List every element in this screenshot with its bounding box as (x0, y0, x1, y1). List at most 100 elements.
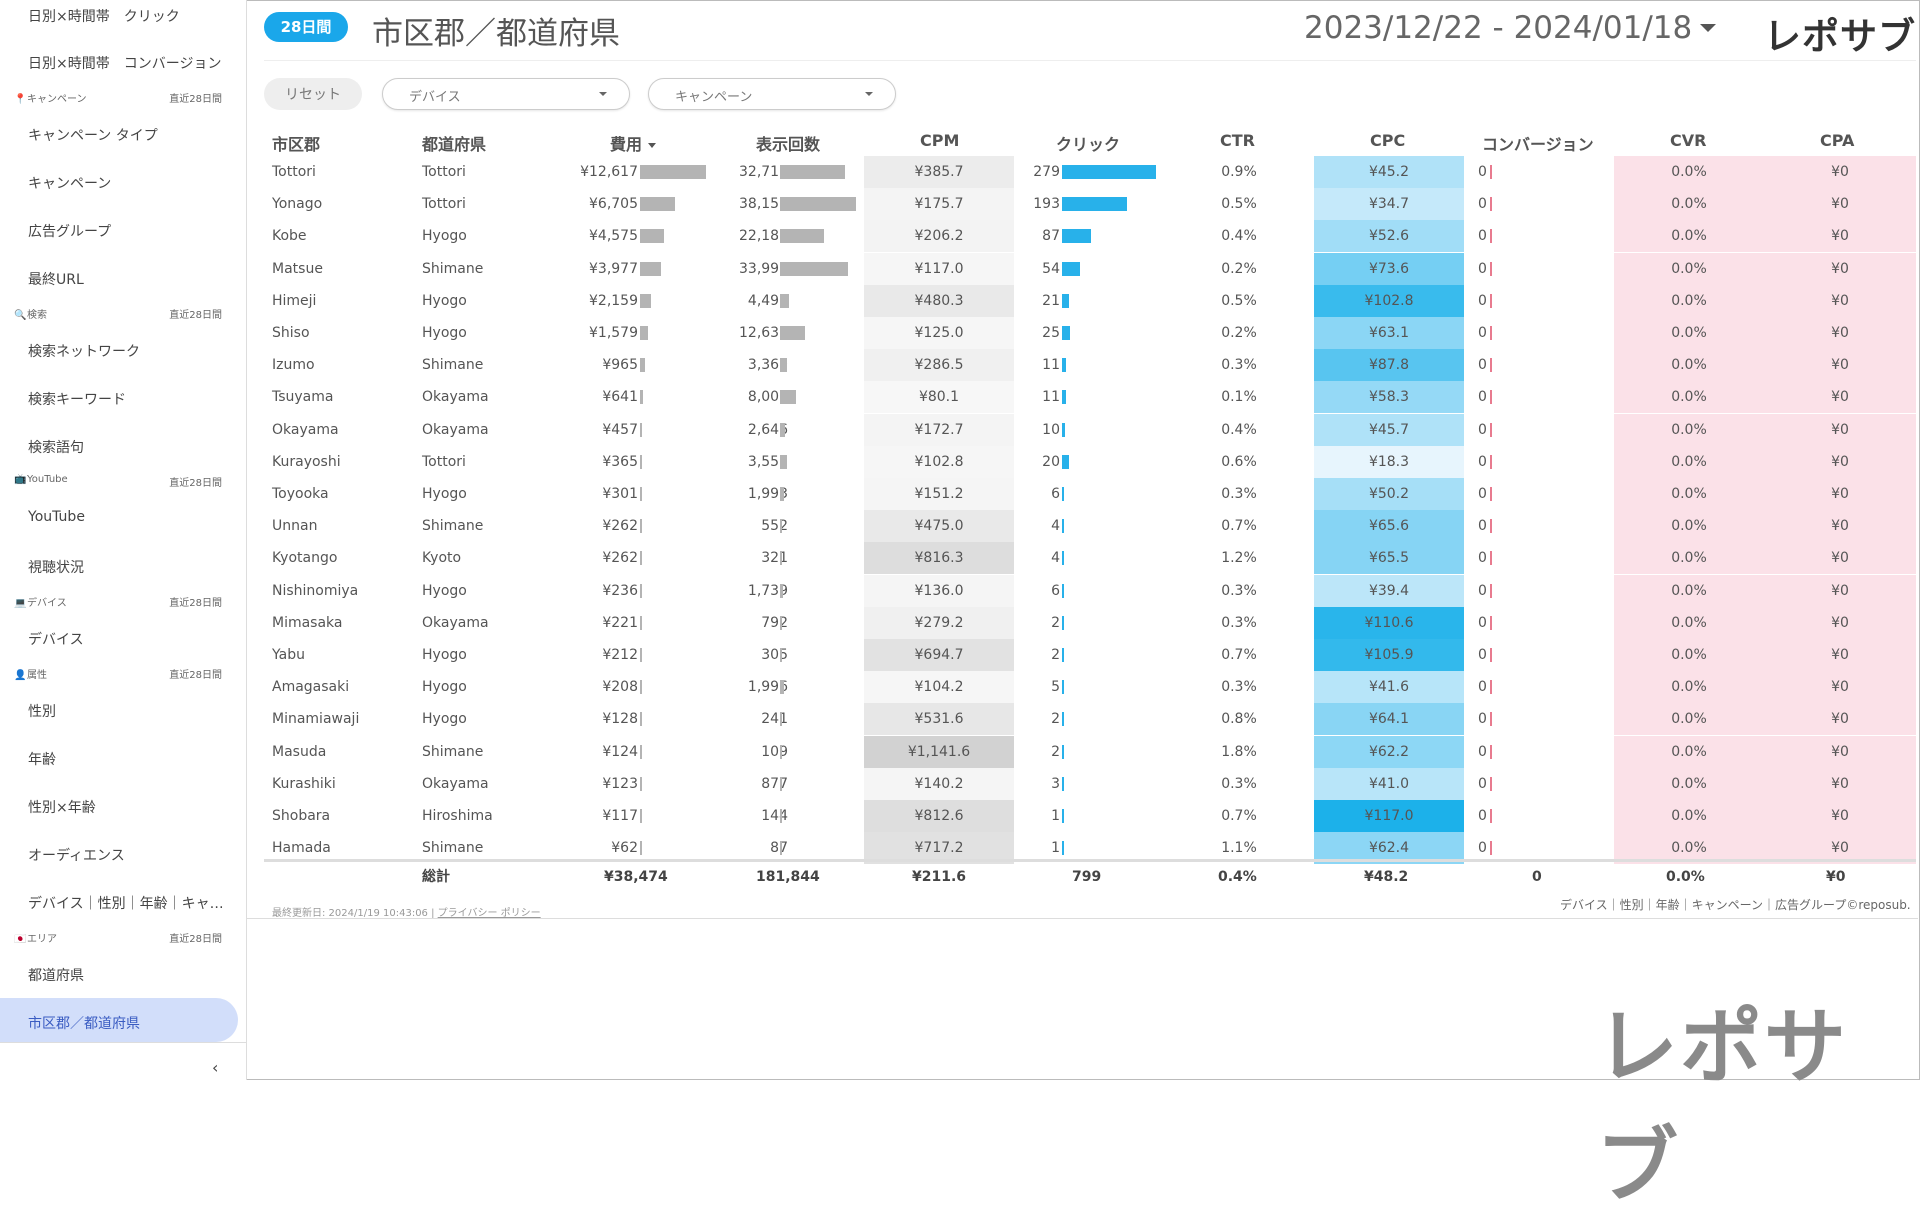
conversions-bar (1490, 422, 1492, 437)
cpm-heat-cell (864, 252, 1014, 285)
sidebar-item[interactable]: 最終URL (28, 272, 84, 288)
cpm-cell: ¥175.7 (914, 196, 964, 213)
clicks-bar (1062, 454, 1069, 469)
sidebar-item[interactable]: 年齢 (28, 752, 56, 768)
table-row[interactable]: Kurashiki Okayama ¥123 877 ¥140.2 3 0.3% ¥41.0 0… (264, 767, 1916, 800)
table-row[interactable]: Unnan Shimane ¥262 552 ¥475.0 4 0.7% ¥65.6 0 0.0%… (264, 510, 1916, 543)
cpc-heat-cell (1314, 735, 1464, 768)
sidebar-item[interactable]: YouTube (28, 509, 85, 525)
prefecture-cell: Okayama (422, 421, 489, 438)
sidebar-item[interactable]: 広告グループ (28, 224, 112, 240)
cost-cell: ¥2,159 (589, 292, 638, 309)
table-row[interactable]: Kyotango Kyoto ¥262 321 ¥816.3 4 1.2% ¥65.5 0 0.0… (264, 542, 1916, 575)
reset-button[interactable]: リセット (264, 78, 362, 110)
cvr-cell: 0.0% (1671, 357, 1707, 374)
col-header-impressions[interactable]: 表示回数 (756, 135, 821, 154)
col-header-clicks[interactable]: クリック (1056, 135, 1121, 154)
cpa-cell: ¥0 (1831, 808, 1849, 824)
conversions-bar (1490, 551, 1492, 566)
device-filter[interactable]: デバイス (382, 78, 630, 110)
sidebar-item[interactable]: デバイス｜性別｜年齢｜キャンペーン (28, 896, 224, 912)
table-row[interactable]: Nishinomiya Hyogo ¥236 1,739 ¥136.0 6 0.3% ¥39.… (264, 574, 1916, 607)
cvr-cell: 0.0% (1671, 196, 1707, 213)
sidebar-item[interactable]: デバイス (28, 632, 84, 648)
sidebar-item[interactable]: 性別 (28, 704, 56, 720)
cpm-heat-cell (864, 349, 1014, 382)
cpc-cell: ¥102.8 (1364, 292, 1414, 309)
search-icon: 🔍 (14, 310, 27, 321)
col-header-cpc[interactable]: CPC (1370, 131, 1406, 150)
ctr-cell: 0.5% (1221, 292, 1257, 309)
table-row[interactable]: Yonago Tottori ¥6,705 38,155 ¥175.7 193 0.5% ¥3… (264, 188, 1916, 221)
city-cell: Minamiawaji (272, 711, 360, 728)
cpa-cell: ¥0 (1831, 325, 1849, 341)
col-header-cvr[interactable]: CVR (1670, 131, 1707, 150)
sidebar-item[interactable]: キャンペーン (28, 176, 112, 192)
impressions-bar (780, 712, 782, 727)
table-row[interactable]: Minamiawaji Hyogo ¥128 241 ¥531.6 2 0.8% ¥64.1 0… (264, 703, 1916, 736)
cost-cell: ¥124 (602, 743, 638, 760)
col-header-ctr[interactable]: CTR (1220, 131, 1255, 150)
table-row[interactable]: Tottori Tottori ¥12,617 32,713 ¥385.7 279 0.9%… (264, 156, 1916, 188)
impressions-cell: 321 (761, 550, 788, 567)
cpa-cell: ¥0 (1831, 647, 1849, 663)
sidebar-item[interactable]: オーディエンス (28, 848, 125, 864)
city-cell: Yonago (272, 196, 323, 213)
collapse-sidebar-icon[interactable]: ‹ (212, 1058, 219, 1077)
prefecture-cell: Hyogo (422, 679, 467, 696)
table-row[interactable]: Izumo Shimane ¥965 3,369 ¥286.5 11 0.3% ¥87.8 0 0… (264, 349, 1916, 382)
table-row[interactable]: Shiso Hyogo ¥1,579 12,632 ¥125.0 25 0.2% ¥63.1 0… (264, 317, 1916, 349)
cost-cell: ¥212 (602, 647, 638, 663)
col-header-city[interactable]: 市区郡 (272, 135, 321, 154)
cpc-cell: ¥52.6 (1368, 228, 1410, 245)
sidebar-item[interactable]: 検索キーワード (28, 392, 126, 408)
col-header-cpa[interactable]: CPA (1820, 131, 1855, 150)
cpc-cell: ¥41.6 (1368, 679, 1410, 696)
col-header-cost[interactable]: 費用 (610, 131, 657, 155)
cpm-heat-cell (864, 671, 1014, 704)
sidebar-item[interactable]: 都道府県 (28, 968, 84, 984)
table-row[interactable]: Amagasaki Hyogo ¥208 1,996 ¥104.2 5 0.3% ¥41.6 0… (264, 671, 1916, 704)
cvr-cell: 0.0% (1671, 808, 1707, 824)
cpm-cell: ¥475.0 (914, 518, 964, 535)
cpm-heat-cell (864, 156, 1014, 188)
date-range-picker[interactable]: 2023/12/22 - 2024/01/18 (1304, 10, 1693, 46)
cvr-cpa-bg (1614, 381, 1916, 414)
sidebar-item[interactable]: 性別×年齢 (28, 800, 96, 816)
table-row[interactable]: Yabu Hyogo ¥212 305 ¥694.7 2 0.7% ¥105.9 0 0.0% ¥0 (264, 639, 1916, 671)
privacy-policy-link[interactable]: プライバシー ポリシー (437, 908, 541, 919)
col-header-prefecture[interactable]: 都道府県 (422, 135, 487, 154)
table-row[interactable]: Toyooka Hyogo ¥301 1,993 ¥151.2 6 0.3% ¥50.2 0 0.… (264, 478, 1916, 510)
date-range-dropdown-icon[interactable] (1700, 24, 1716, 32)
col-header-cpm[interactable]: CPM (920, 131, 960, 150)
table-row[interactable]: Tsuyama Okayama ¥641 8,005 ¥80.1 11 0.1% ¥58.3 0… (264, 381, 1916, 414)
city-cell: Kyotango (272, 550, 338, 567)
sidebar-item[interactable]: 市区郡／都道府県 (28, 1016, 140, 1032)
cpm-cell: ¥480.3 (914, 292, 964, 309)
table-row[interactable]: Mimasaka Okayama ¥221 792 ¥279.2 2 0.3% ¥110.6 0… (264, 606, 1916, 639)
conversions-cell: 0 (1478, 775, 1487, 792)
campaign-filter[interactable]: キャンペーン (648, 78, 896, 110)
table-row[interactable]: Kobe Hyogo ¥4,575 22,188 ¥206.2 87 0.4% ¥52.6 0 0… (264, 220, 1916, 253)
cost-bar (640, 197, 676, 212)
sidebar-item[interactable]: キャンペーン タイプ (28, 128, 158, 144)
sidebar-item[interactable]: 検索ネットワーク (28, 344, 140, 360)
table-row[interactable]: Masuda Shimane ¥124 109 ¥1,141.6 2 1.8% ¥62.2 0 0… (264, 735, 1916, 768)
sidebar-item[interactable]: 検索語句 (28, 440, 84, 456)
table-row[interactable]: Himeji Hyogo ¥2,159 4,495 ¥480.3 21 0.5% ¥102.8… (264, 284, 1916, 317)
table-row[interactable]: Okayama Okayama ¥457 2,646 ¥172.7 10 0.4% ¥45.7… (264, 413, 1916, 446)
sidebar-item[interactable]: 日別×時間帯 クリック (28, 9, 180, 25)
sidebar-item[interactable]: 日別×時間帯 コンバージョン (28, 56, 222, 72)
cpc-heat-cell (1314, 445, 1464, 478)
prefecture-cell: Hyogo (422, 228, 467, 245)
table-row[interactable]: Kurayoshi Tottori ¥365 3,553 ¥102.8 20 0.6% ¥18… (264, 445, 1916, 478)
cpc-cell: ¥65.5 (1368, 550, 1410, 567)
cpm-heat-cell (864, 381, 1014, 414)
sidebar-item[interactable]: 視聴状況 (28, 560, 84, 576)
impressions-bar (780, 422, 786, 437)
table-row[interactable]: Matsue Shimane ¥3,977 33,990 ¥117.0 54 0.2% ¥73… (264, 252, 1916, 285)
table-row[interactable]: Hamada Shimane ¥62 87 ¥717.2 1 1.1% ¥62.4 0 0.0% ¥… (264, 832, 1916, 865)
table-row[interactable]: Shobara Hiroshima ¥117 144 ¥812.6 1 0.7% ¥117.0… (264, 800, 1916, 832)
impressions-bar (780, 487, 784, 501)
col-header-conversions[interactable]: コンバージョン (1482, 135, 1594, 154)
